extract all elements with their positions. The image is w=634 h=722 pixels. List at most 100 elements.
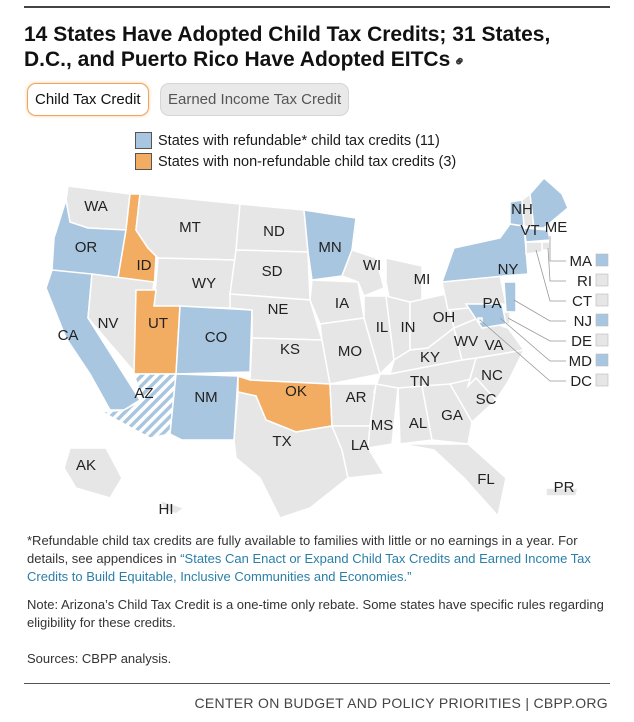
leader-line-ma xyxy=(549,236,566,262)
small-state-label-ri: RI xyxy=(577,273,592,290)
state-label-nm: NM xyxy=(194,389,217,406)
state-label-me: ME xyxy=(545,219,568,236)
small-state-box-ct[interactable] xyxy=(595,293,609,307)
state-mo[interactable] xyxy=(319,317,381,385)
state-label-vt: VT xyxy=(520,222,539,239)
small-state-label-md: MD xyxy=(569,353,592,370)
state-label-ne: NE xyxy=(268,301,289,318)
state-label-sd: SD xyxy=(262,263,283,280)
small-state-label-ct: CT xyxy=(572,293,592,310)
state-label-wa: WA xyxy=(84,198,108,215)
state-label-ms: MS xyxy=(371,417,394,434)
state-label-hi: HI xyxy=(159,501,174,518)
state-label-fl: FL xyxy=(477,471,495,488)
state-label-ga: GA xyxy=(441,407,463,424)
state-label-pr: PR xyxy=(554,479,575,496)
title-line-2: D.C., and Puerto Rico Have Adopted EITCs xyxy=(24,48,451,71)
state-label-ca: CA xyxy=(58,327,79,344)
state-label-pa: PA xyxy=(483,295,502,312)
state-label-mn: MN xyxy=(318,239,341,256)
title-line-1: 14 States Have Adopted Child Tax Credits… xyxy=(24,23,551,46)
state-label-nh: NH xyxy=(511,201,533,218)
state-label-sc: SC xyxy=(476,391,497,408)
top-rule xyxy=(24,6,610,8)
state-label-id: ID xyxy=(137,257,152,274)
state-label-mt: MT xyxy=(179,219,201,236)
legend: States with refundable* child tax credit… xyxy=(135,130,456,172)
state-label-la: LA xyxy=(351,437,369,454)
footnote-note: Note: Arizona’s Child Tax Credit is a on… xyxy=(27,597,604,630)
state-pr[interactable] xyxy=(545,487,579,497)
state-label-va: VA xyxy=(485,337,504,354)
state-label-mi: MI xyxy=(414,271,431,288)
state-label-oh: OH xyxy=(433,309,456,326)
legend-swatch-nonrefundable xyxy=(135,153,152,170)
state-label-nd: ND xyxy=(263,223,285,240)
state-fl[interactable] xyxy=(399,443,507,518)
tab-child-tax-credit[interactable]: Child Tax Credit xyxy=(27,83,149,116)
tab-earned-income-tax-credit[interactable]: Earned Income Tax Credit xyxy=(160,83,350,116)
state-label-ar: AR xyxy=(346,389,367,406)
small-state-box-de[interactable] xyxy=(595,333,609,347)
state-ri[interactable] xyxy=(541,241,551,251)
state-label-al: AL xyxy=(409,415,427,432)
state-label-nv: NV xyxy=(98,315,119,332)
small-state-box-nj[interactable] xyxy=(595,313,609,327)
state-label-tn: TN xyxy=(410,373,430,390)
state-label-ia: IA xyxy=(335,295,349,312)
bottom-rule xyxy=(24,683,610,684)
small-state-box-ma[interactable] xyxy=(595,253,609,267)
leader-line-dc xyxy=(479,319,566,382)
state-label-co: CO xyxy=(205,329,228,346)
legend-item-refundable: States with refundable* child tax credit… xyxy=(135,130,456,151)
state-label-ok: OK xyxy=(285,383,307,400)
leader-line-nj xyxy=(513,299,566,322)
leader-line-md xyxy=(499,317,566,362)
legend-label-nonrefundable: States with non-refundable child tax cre… xyxy=(158,153,457,170)
state-label-az: AZ xyxy=(134,385,153,402)
state-il[interactable] xyxy=(363,295,395,376)
state-label-wy: WY xyxy=(192,275,216,292)
legend-item-nonrefundable: States with non-refundable child tax cre… xyxy=(135,151,456,172)
state-label-tx: TX xyxy=(272,433,291,450)
small-state-label-dc: DC xyxy=(570,373,592,390)
leader-line-ct xyxy=(535,249,566,302)
state-nj[interactable] xyxy=(503,281,517,313)
state-label-il: IL xyxy=(376,319,389,336)
state-hi[interactable] xyxy=(158,498,186,515)
us-map: WA OR CA ID NV MT WY UT AZ CO NM ND SD NE KS OK TX MN IA MO… xyxy=(45,178,609,518)
chart-title: 14 States Have Adopted Child Tax Credits… xyxy=(24,22,614,74)
state-label-ut: UT xyxy=(148,315,168,332)
state-ak[interactable] xyxy=(63,447,123,499)
link-icon[interactable]: ⚭ xyxy=(449,51,470,71)
state-ct[interactable] xyxy=(525,241,543,255)
state-me[interactable] xyxy=(529,178,569,229)
state-nm[interactable] xyxy=(169,373,239,441)
small-state-box-md[interactable] xyxy=(595,353,609,367)
leader-line-ri xyxy=(547,247,566,282)
state-ga[interactable] xyxy=(421,383,473,445)
footnote-refundable: *Refundable child tax credits are fully … xyxy=(27,532,617,586)
state-label-ak: AK xyxy=(76,457,96,474)
small-state-label-ma: MA xyxy=(570,253,593,270)
small-state-box-ri[interactable] xyxy=(595,273,609,287)
legend-label-refundable: States with refundable* child tax credit… xyxy=(158,132,440,149)
state-label-wi: WI xyxy=(363,257,381,274)
legend-swatch-refundable xyxy=(135,132,152,149)
state-label-or: OR xyxy=(75,239,98,256)
leader-line-de xyxy=(507,317,566,342)
state-label-wv: WV xyxy=(454,333,478,350)
state-label-mo: MO xyxy=(338,343,362,360)
footer-credit: CENTER ON BUDGET AND POLICY PRIORITIES |… xyxy=(194,695,608,711)
report-link[interactable]: “States Can Enact or Expand Child Tax Cr… xyxy=(27,551,591,584)
footnote-refundable-text: *Refundable child tax credits are fully … xyxy=(27,533,578,566)
small-state-label-de: DE xyxy=(571,333,592,350)
state-label-ny: NY xyxy=(498,261,519,278)
state-label-ks: KS xyxy=(280,341,300,358)
state-ms[interactable] xyxy=(367,383,399,449)
small-state-label-nj: NJ xyxy=(574,313,592,330)
footnote-sources: Sources: CBPP analysis. xyxy=(27,651,172,666)
small-state-box-dc[interactable] xyxy=(595,373,609,387)
state-md[interactable] xyxy=(464,303,507,329)
state-label-ky: KY xyxy=(420,349,440,366)
